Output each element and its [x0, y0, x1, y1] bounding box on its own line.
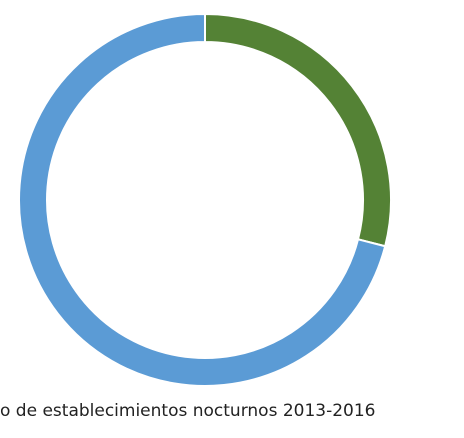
donut-segment: [204, 12, 392, 248]
chart-caption: o de establecimientos nocturnos 2013-201…: [0, 401, 376, 421]
donut-segment: [18, 12, 387, 387]
